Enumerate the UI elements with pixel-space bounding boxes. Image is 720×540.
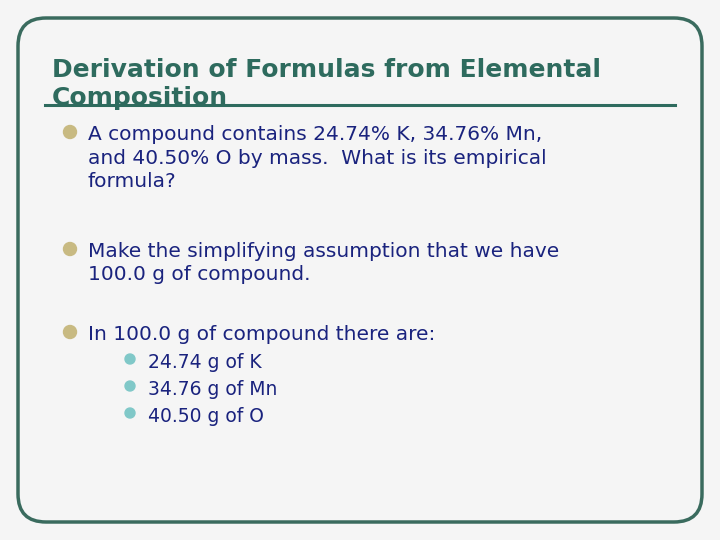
Circle shape [63,326,76,339]
Text: Derivation of Formulas from Elemental: Derivation of Formulas from Elemental [52,58,601,82]
Text: In 100.0 g of compound there are:: In 100.0 g of compound there are: [88,325,436,344]
Text: 24.74 g of K: 24.74 g of K [148,353,261,372]
Text: A compound contains 24.74% K, 34.76% Mn,
and 40.50% O by mass.  What is its empi: A compound contains 24.74% K, 34.76% Mn,… [88,125,546,191]
Circle shape [63,242,76,255]
Text: Composition: Composition [52,86,228,110]
FancyBboxPatch shape [18,18,702,522]
Text: 34.76 g of Mn: 34.76 g of Mn [148,380,277,399]
Circle shape [125,354,135,364]
Circle shape [63,125,76,138]
Circle shape [125,381,135,391]
Circle shape [125,408,135,418]
Text: 40.50 g of O: 40.50 g of O [148,407,264,426]
Text: Make the simplifying assumption that we have
100.0 g of compound.: Make the simplifying assumption that we … [88,242,559,285]
